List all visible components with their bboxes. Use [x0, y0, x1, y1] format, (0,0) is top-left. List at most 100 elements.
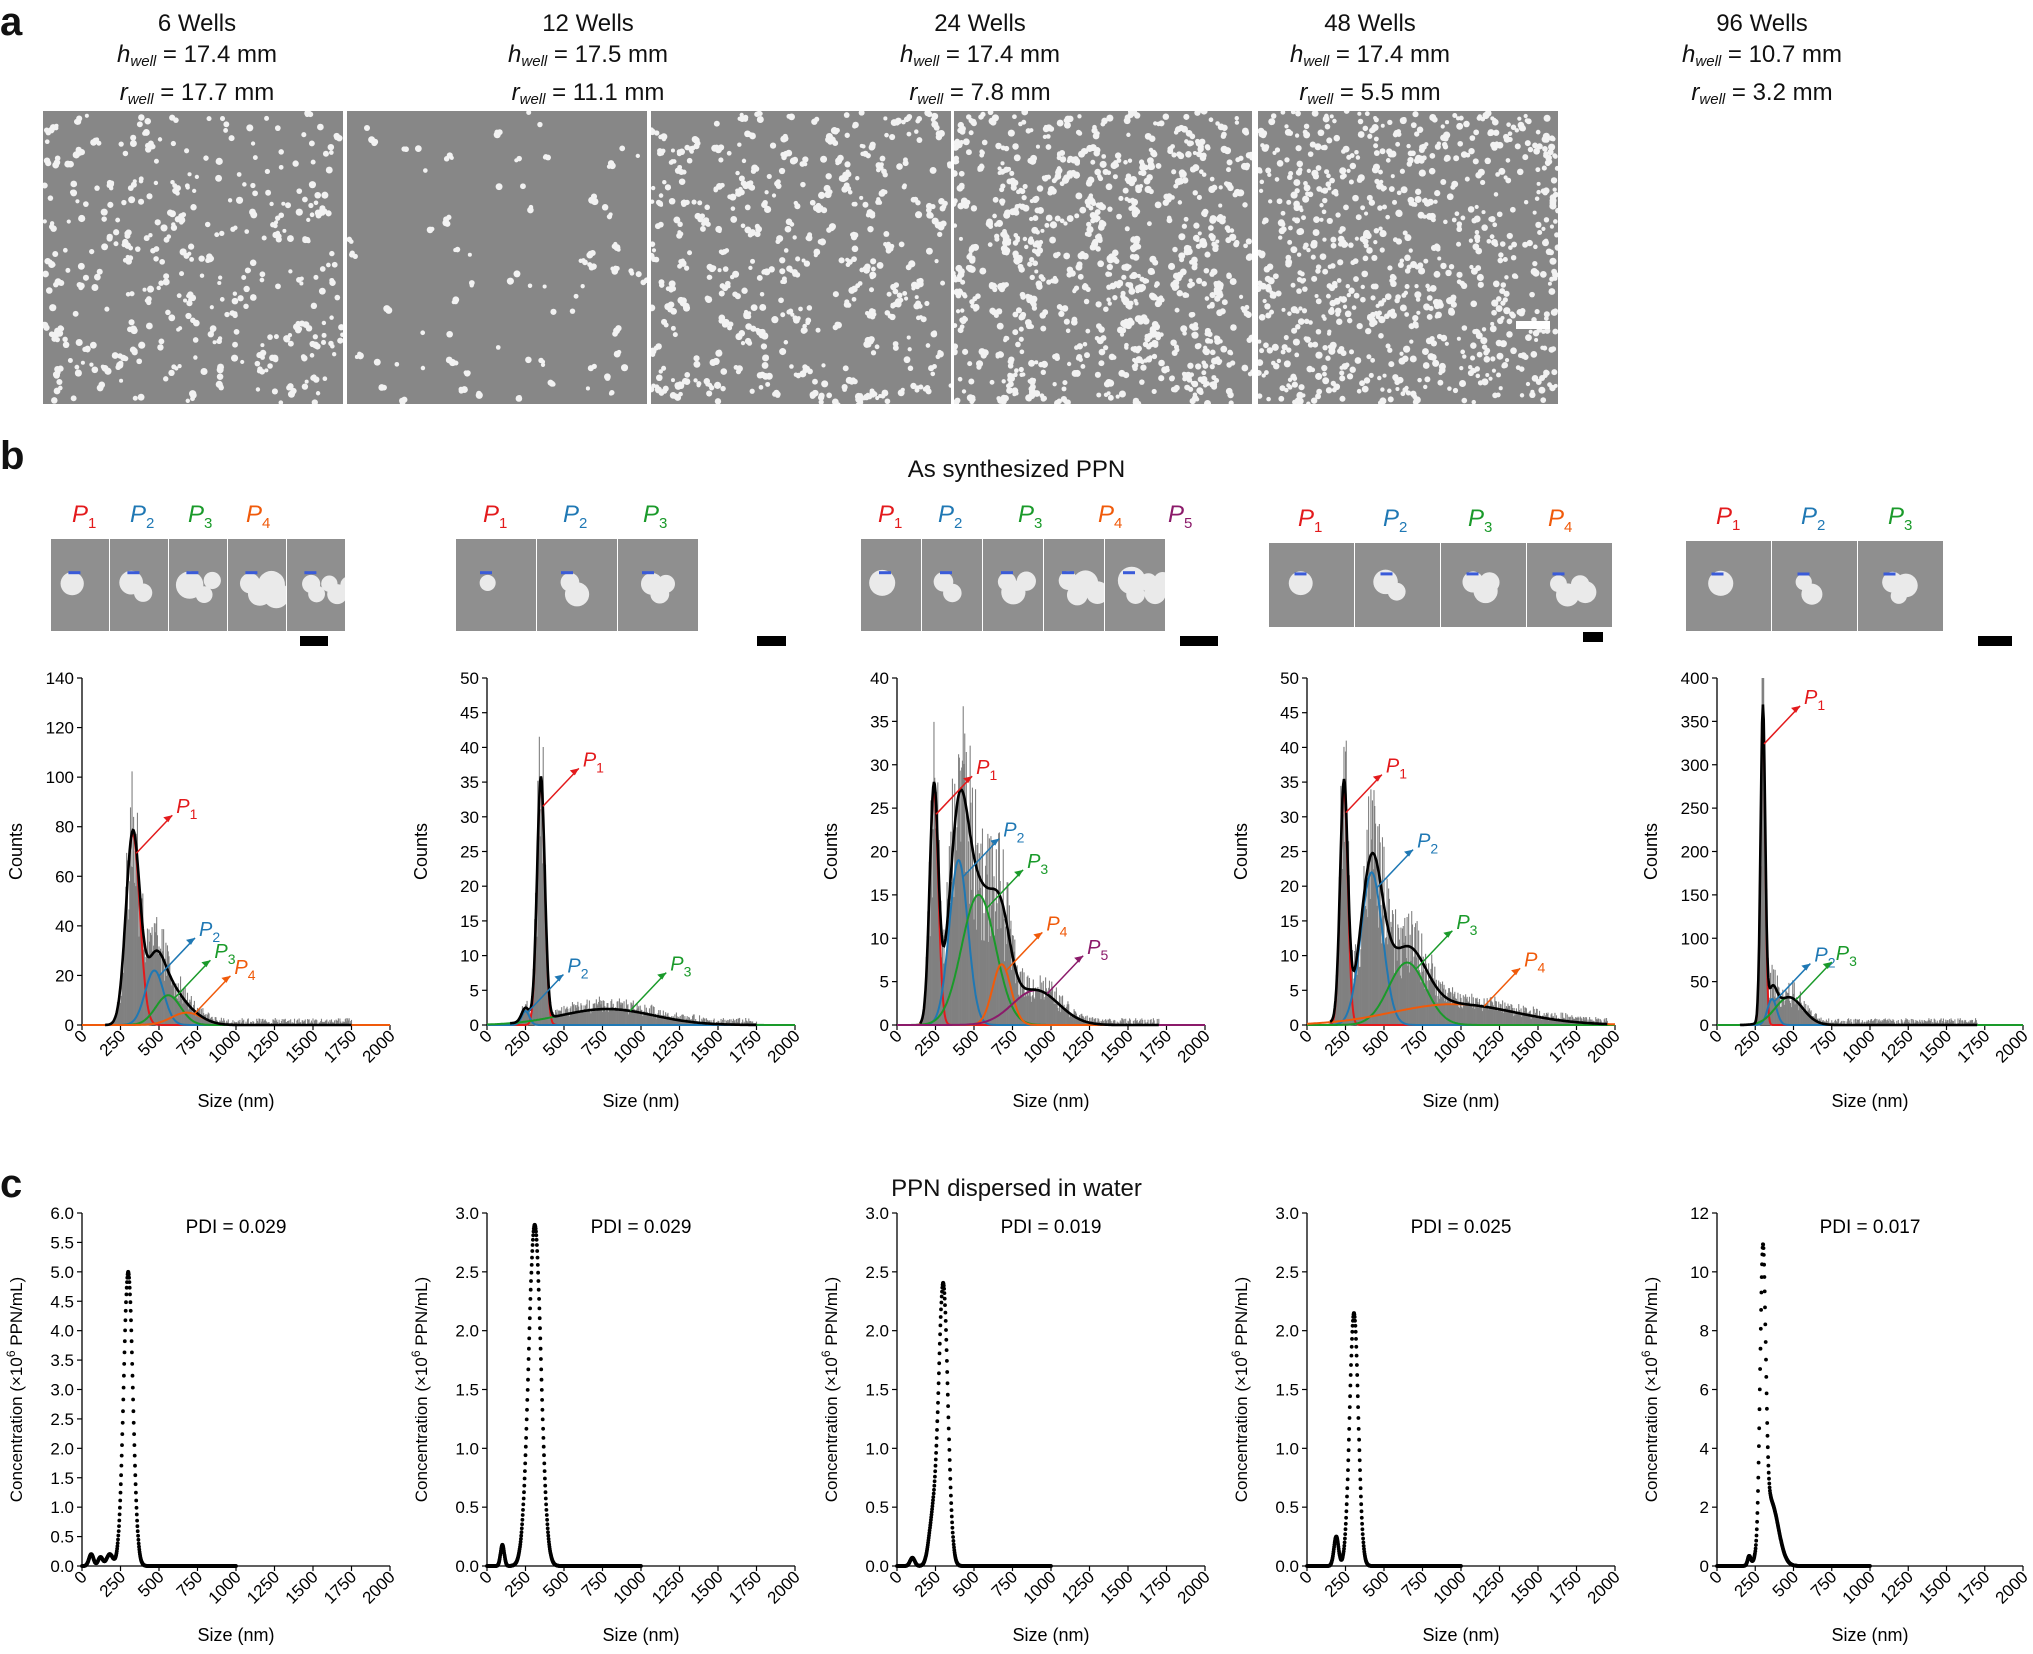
particle — [1339, 167, 1346, 174]
particle — [1509, 311, 1515, 317]
particle — [43, 271, 49, 278]
particle — [1112, 355, 1117, 360]
particle — [1533, 245, 1538, 250]
particle — [1178, 200, 1182, 204]
particle — [1361, 271, 1368, 278]
particle — [1316, 298, 1322, 304]
particle — [1350, 260, 1355, 265]
particle — [958, 377, 963, 382]
particle — [1542, 136, 1549, 143]
well-dimension: hwell = 17.4 mm — [790, 39, 1170, 77]
particle — [655, 343, 661, 349]
particle — [1114, 258, 1120, 264]
particle — [937, 232, 942, 237]
particle — [1389, 186, 1395, 192]
particle — [1385, 215, 1390, 220]
particle — [138, 199, 144, 205]
particle — [678, 259, 683, 264]
particle — [659, 151, 664, 156]
particle — [267, 363, 273, 369]
particle — [1354, 293, 1360, 299]
particle — [962, 349, 968, 355]
particle — [864, 263, 871, 270]
particle — [1447, 386, 1452, 391]
particle — [1130, 176, 1137, 183]
particle — [1233, 192, 1238, 197]
particle — [750, 389, 755, 394]
particle — [1152, 389, 1157, 394]
particle — [56, 379, 62, 385]
particle — [1001, 145, 1006, 150]
x-tick-label: 500 — [949, 1026, 982, 1059]
particle — [1008, 130, 1015, 137]
particle — [1329, 178, 1335, 184]
particle — [1461, 151, 1468, 158]
particle — [205, 258, 210, 263]
particle — [1360, 205, 1365, 210]
particle — [1366, 354, 1371, 359]
particle — [1019, 266, 1025, 272]
particle — [1409, 248, 1413, 252]
particle — [720, 386, 725, 391]
particle — [1134, 112, 1140, 118]
particle — [85, 114, 89, 118]
particle — [1021, 111, 1028, 115]
particle — [767, 174, 772, 179]
sem-image — [954, 111, 1252, 404]
particle — [335, 295, 341, 301]
particle — [812, 390, 819, 397]
particle — [1152, 354, 1157, 359]
particle — [70, 189, 77, 196]
particle — [165, 310, 171, 316]
particle — [1537, 230, 1542, 235]
well-name: 12 Wells — [398, 8, 778, 39]
particle — [306, 239, 310, 243]
particle — [959, 317, 964, 322]
particle — [1036, 283, 1042, 289]
particle — [1374, 137, 1379, 142]
particle — [1512, 273, 1518, 279]
particle — [217, 281, 221, 285]
particle — [1427, 314, 1433, 320]
particle — [659, 279, 665, 285]
particle — [374, 359, 381, 366]
y-tick-label: 25 — [460, 843, 479, 862]
particle — [1340, 239, 1347, 246]
measure-mark — [1001, 571, 1013, 574]
particle — [1158, 375, 1164, 381]
particle — [1480, 337, 1487, 344]
particle — [1489, 216, 1495, 222]
particle — [464, 370, 469, 375]
particle — [1298, 384, 1304, 390]
particle — [1155, 281, 1160, 286]
particle — [1071, 172, 1076, 177]
particle — [378, 384, 385, 391]
particle — [1300, 272, 1305, 277]
particle — [654, 130, 659, 135]
particle — [1170, 195, 1175, 200]
particle — [1574, 581, 1596, 603]
particle — [1267, 347, 1273, 353]
particle — [1490, 234, 1495, 239]
particle — [831, 127, 838, 134]
particle — [1012, 114, 1017, 119]
particle — [967, 361, 972, 366]
particle — [101, 209, 108, 216]
particle — [240, 360, 244, 364]
particle — [902, 185, 907, 190]
particle — [1377, 376, 1381, 380]
particle — [1152, 260, 1158, 266]
y-axis-label: Counts — [1231, 823, 1251, 880]
particle — [1214, 378, 1219, 383]
particle — [49, 304, 56, 311]
particle — [1230, 324, 1237, 331]
x-tick-label: 500 — [539, 1026, 572, 1059]
particle — [1385, 343, 1390, 348]
particle — [1241, 365, 1248, 372]
particle — [1399, 352, 1403, 356]
particle — [1184, 293, 1189, 298]
y-tick-label: 20 — [1280, 877, 1299, 896]
measure-mark — [879, 571, 891, 574]
particle — [889, 134, 895, 140]
particle — [1493, 281, 1500, 288]
